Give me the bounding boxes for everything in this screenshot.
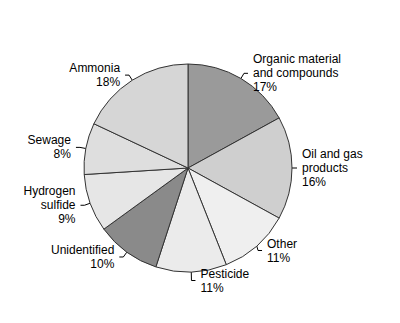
svg-text:10%: 10% [90,257,114,271]
svg-text:Unidentified: Unidentified [51,243,114,257]
svg-text:Hydrogen: Hydrogen [23,184,75,198]
svg-text:Pesticide: Pesticide [200,267,249,281]
svg-text:Organic material: Organic material [253,52,341,66]
svg-text:Ammonia: Ammonia [69,61,120,75]
svg-text:11%: 11% [200,281,223,295]
svg-text:17%: 17% [253,80,277,94]
svg-text:and compounds: and compounds [253,66,338,80]
svg-text:16%: 16% [302,175,326,189]
svg-text:Oil and gas: Oil and gas [302,147,363,161]
svg-text:sulfide: sulfide [41,198,76,212]
svg-text:8%: 8% [54,147,72,161]
svg-text:9%: 9% [58,212,76,226]
svg-text:Other: Other [267,237,297,251]
svg-text:Sewage: Sewage [28,133,72,147]
svg-text:products: products [302,161,348,175]
svg-text:18%: 18% [96,75,120,89]
svg-text:11%: 11% [267,251,290,265]
